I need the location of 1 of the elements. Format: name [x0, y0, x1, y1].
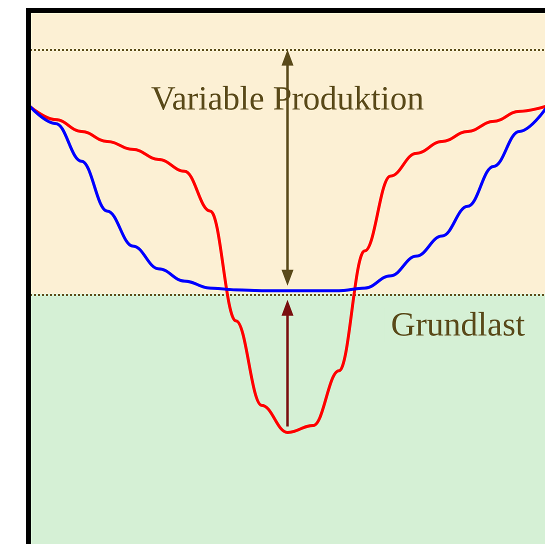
band-label: Grundlast	[390, 306, 526, 344]
